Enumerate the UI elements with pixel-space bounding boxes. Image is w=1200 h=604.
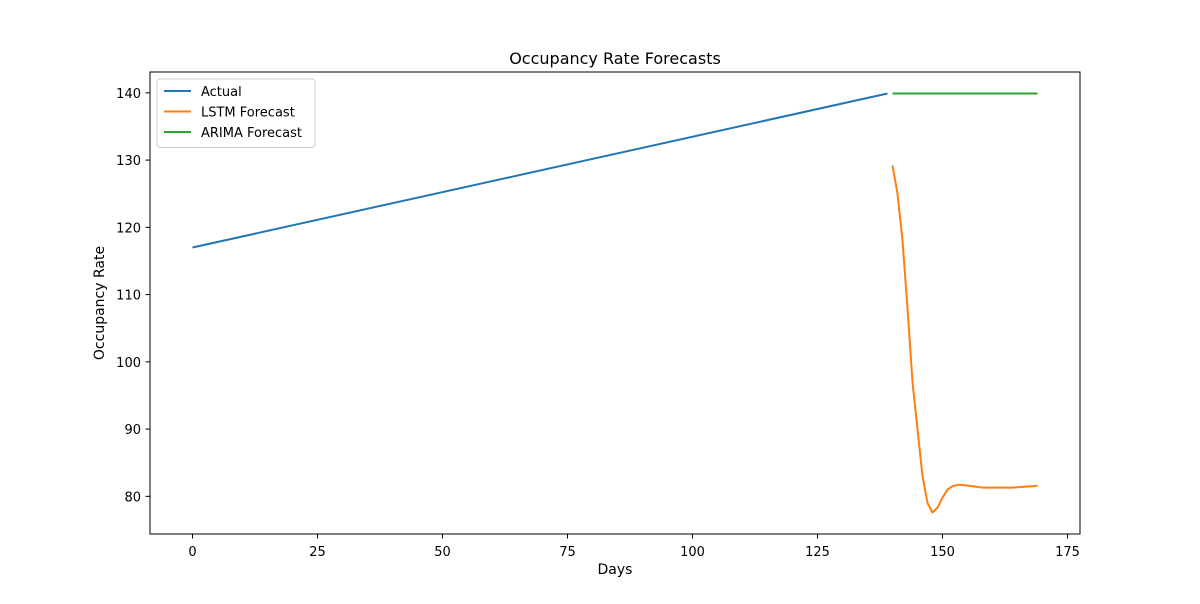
x-tick-label: 50 [434,545,451,560]
legend: Actual LSTM Forecast ARIMA Forecast [156,78,316,148]
y-tick-label: 130 [116,154,141,169]
y-axis-label: Occupancy Rate [92,246,108,360]
legend-box [156,78,316,148]
x-tick-label: 150 [930,545,955,560]
y-tick-label: 140 [116,87,141,102]
series-line-lstm-forecast [891,165,1038,514]
series-line-actual [192,92,888,249]
x-tick-label: 25 [309,545,326,560]
plot-area [192,92,1038,514]
x-tick-label: 75 [559,545,576,560]
y-tick-label: 110 [116,289,141,304]
legend-label-lstm-forecast: LSTM Forecast [201,106,295,121]
y-tick-label: 100 [116,356,141,371]
y-tick-label: 90 [124,423,141,438]
y-tick-label: 120 [116,221,141,236]
legend-label-arima-forecast: ARIMA Forecast [201,126,302,141]
x-tick-label: 175 [1055,545,1080,560]
x-axis-label: Days [598,562,633,578]
x-tick-label: 100 [680,545,705,560]
axes: 0 25 50 75 100 125 150 175 80 90 100 110 120 130 140 [116,71,1081,560]
x-tick-label: 125 [805,545,830,560]
chart-title: Occupancy Rate Forecasts [509,49,721,68]
x-tick-label: 0 [188,545,196,560]
axes-frame [149,71,1081,535]
legend-label-actual: Actual [201,85,242,100]
y-tick-label: 80 [124,490,141,505]
